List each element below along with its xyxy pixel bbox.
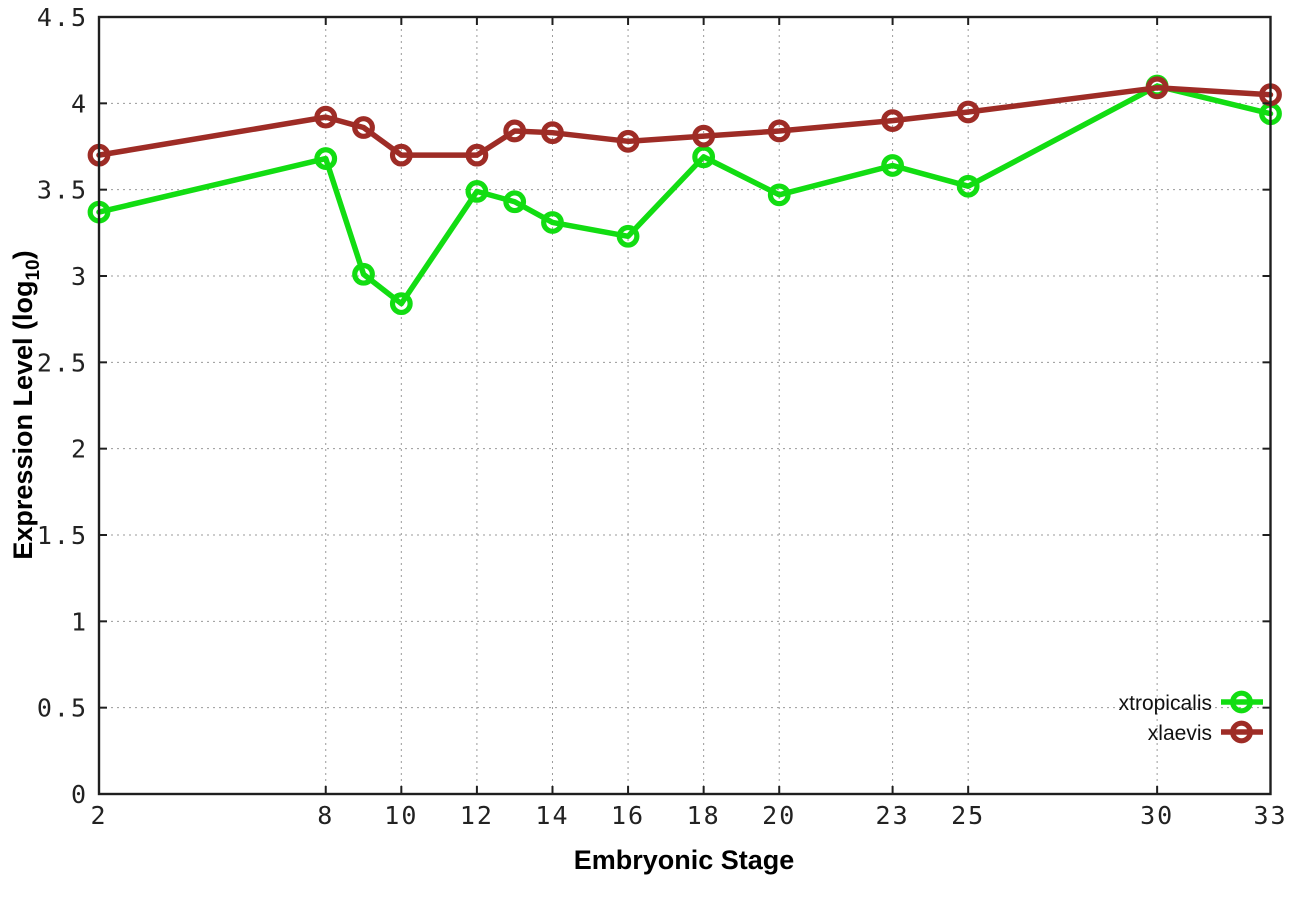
y-axis-title-main: Expression Level (log xyxy=(8,281,38,560)
y-tick-label-2.5: 2.5 xyxy=(37,348,88,377)
x-axis-title: Embryonic Stage xyxy=(574,845,795,875)
x-tick-label-30: 30 xyxy=(1140,801,1174,830)
x-tick-label-8: 8 xyxy=(317,801,334,830)
tick-labels: 2 8 10 12 14 16 18 20 23 25 30 33 0 0.5 1 1.5 2 2.5 3 3.5 4 4… xyxy=(37,3,1287,830)
data-point-xlaevis-stage-10 xyxy=(389,143,413,167)
plot-border xyxy=(97,15,1272,796)
data-series xyxy=(87,74,1282,316)
data-point-xtropicalis-stage-10 xyxy=(389,292,413,316)
y-tick-label-0.5: 0.5 xyxy=(37,694,88,723)
data-point-xtropicalis-stage-23 xyxy=(881,154,904,177)
data-point-xlaevis-stage-18 xyxy=(692,124,716,148)
data-point-xlaevis-stage-25 xyxy=(956,100,980,124)
data-point-xlaevis-stage-23 xyxy=(881,109,904,132)
data-point-xtropicalis-stage-8 xyxy=(314,147,338,170)
x-tick-label-18: 18 xyxy=(687,801,721,830)
data-point-xlaevis-stage-16 xyxy=(616,129,640,153)
data-point-xtropicalis-stage-13 xyxy=(503,190,527,214)
y-tick-label-2: 2 xyxy=(71,435,88,464)
data-point-xlaevis-stage-20 xyxy=(767,119,791,143)
legend-marker-xlaevis xyxy=(1230,720,1253,744)
data-point-xlaevis-stage-8 xyxy=(314,105,338,129)
x-tick-label-20: 20 xyxy=(762,801,796,830)
legend-marker-xtropicalis xyxy=(1230,690,1253,714)
y-tick-label-3.5: 3.5 xyxy=(37,176,88,205)
y-tick-label-4.5: 4.5 xyxy=(37,3,88,32)
data-point-xtropicalis-stage-25 xyxy=(956,174,980,198)
x-tick-label-10: 10 xyxy=(384,801,418,830)
data-point-xlaevis-stage-13 xyxy=(503,119,527,143)
x-tick-label-33: 33 xyxy=(1253,801,1287,830)
x-tick-label-16: 16 xyxy=(611,801,645,830)
data-point-xtropicalis-stage-12 xyxy=(465,179,489,203)
y-tick-label-0: 0 xyxy=(71,780,88,809)
data-point-xtropicalis-stage-9 xyxy=(352,262,375,286)
x-tick-label-23: 23 xyxy=(876,801,910,830)
plot-frame xyxy=(97,15,1272,796)
y-tick-label-3: 3 xyxy=(71,262,88,291)
series-line-xtropicalis xyxy=(96,83,1274,307)
legend-samples xyxy=(1221,690,1263,744)
legend-label-xlaevis: xlaevis xyxy=(1148,722,1212,745)
y-axis-title-subscript: 10 xyxy=(23,259,44,280)
y-axis-title-close: ) xyxy=(8,250,38,259)
x-tick-label-12: 12 xyxy=(460,801,494,830)
data-point-xtropicalis-stage-16 xyxy=(616,224,640,248)
y-tick-label-4: 4 xyxy=(71,89,88,118)
data-point-xlaevis-stage-30 xyxy=(1145,76,1169,100)
x-tick-label-2: 2 xyxy=(90,801,107,830)
y-tick-label-1.5: 1.5 xyxy=(37,521,88,550)
data-point-xtropicalis-stage-14 xyxy=(541,211,564,234)
x-tick-label-25: 25 xyxy=(951,801,985,830)
grid-lines xyxy=(99,17,1271,794)
data-point-xlaevis-stage-9 xyxy=(352,116,375,139)
legend-label-xtropicalis: xtropicalis xyxy=(1119,692,1212,715)
data-point-xlaevis-stage-12 xyxy=(465,143,489,167)
y-tick-label-1: 1 xyxy=(71,607,88,636)
data-point-xtropicalis-stage-20 xyxy=(767,183,791,207)
data-point-xlaevis-stage-14 xyxy=(541,121,564,145)
data-point-xtropicalis-stage-18 xyxy=(692,145,716,169)
x-tick-label-14: 14 xyxy=(535,801,569,830)
y-axis-title: Expression Level (log10) xyxy=(8,250,44,559)
